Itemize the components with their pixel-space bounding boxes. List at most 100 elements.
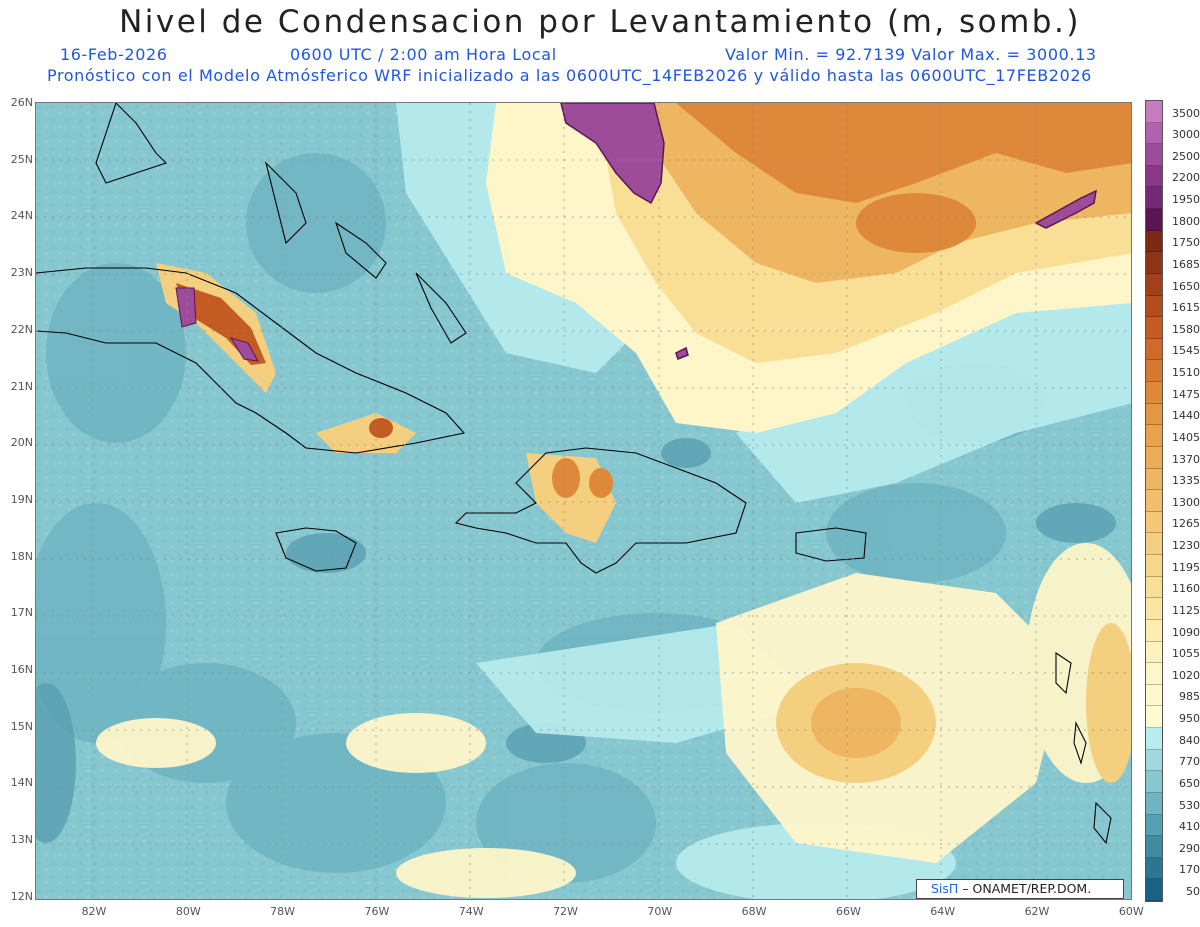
legend-swatch (1146, 144, 1162, 166)
legend-value-label: 950 (1179, 712, 1200, 726)
lon-tick-label: 82W (81, 905, 107, 918)
legend-swatch (1146, 576, 1162, 599)
lcl-map (35, 102, 1132, 900)
legend-value-label: 1800 (1172, 214, 1200, 228)
legend-swatch (1146, 338, 1162, 361)
legend-value-label: 1125 (1172, 603, 1200, 617)
legend-swatch (1146, 792, 1162, 815)
legend-swatch (1146, 382, 1162, 404)
legend-swatch (1146, 252, 1162, 274)
legend-value-label: 290 (1179, 841, 1200, 855)
legend-value-label: 1685 (1172, 257, 1200, 271)
legend-value-label: 1195 (1172, 560, 1200, 574)
lon-tick-label: 66W (835, 905, 861, 918)
organization-name: – ONAMET/REP.DOM. (962, 881, 1092, 896)
legend-value-label: 1440 (1172, 409, 1200, 423)
lat-tick-label: 26N (10, 96, 33, 109)
legend-value-label: 530 (1179, 798, 1200, 812)
lat-tick-label: 16N (10, 663, 33, 676)
legend-swatch (1146, 749, 1162, 772)
lat-tick-label: 14N (10, 776, 33, 790)
forecast-time: 0600 UTC / 2:00 am Hora Local (290, 45, 557, 64)
credit-box: SisΠ – ONAMET/REP.DOM. (916, 879, 1124, 899)
lat-tick-label: 18N (10, 549, 33, 563)
legend-swatch (1146, 468, 1162, 491)
lon-tick-label: 76W (364, 905, 390, 918)
legend-swatch (1146, 771, 1162, 793)
legend-value-label: 410 (1179, 820, 1200, 834)
forecast-date: 16-Feb-2026 (60, 45, 168, 64)
lon-tick-label: 78W (270, 905, 296, 918)
legend-swatch (1146, 187, 1162, 210)
lat-tick-label: 23N (10, 266, 33, 280)
legend-swatch (1146, 446, 1162, 469)
lon-tick-label: 62W (1024, 905, 1050, 918)
legend-swatch (1146, 663, 1162, 685)
legend-swatch (1146, 706, 1162, 728)
lat-tick-label: 25N (10, 152, 33, 166)
lat-tick-label: 15N (10, 719, 33, 733)
legend-value-label: 3000 (1172, 128, 1200, 142)
lat-tick-label: 24N (10, 209, 33, 223)
lat-tick-label: 22N (10, 322, 33, 336)
legend-value-label: 1475 (1172, 387, 1200, 401)
legend-value-label: 3500 (1172, 106, 1200, 120)
legend-swatch (1146, 857, 1162, 880)
legend-value-label: 1580 (1172, 322, 1200, 336)
lon-tick-label: 64W (930, 905, 956, 918)
legend-value-label: 1510 (1172, 366, 1200, 380)
legend-value-label: 1650 (1172, 279, 1200, 293)
lat-tick-label: 12N (10, 889, 33, 903)
lat-tick-label: 21N (10, 379, 33, 393)
legend-value-label: 1020 (1172, 668, 1200, 682)
legend-value-label: 770 (1179, 755, 1200, 769)
legend-swatch (1146, 273, 1162, 296)
lat-tick-label: 13N (10, 833, 33, 847)
lon-tick-label: 70W (647, 905, 673, 918)
legend-value-label: 1230 (1172, 539, 1200, 553)
brand-logo: SisΠ (931, 881, 959, 896)
legend-value-label: 1405 (1172, 430, 1200, 444)
legend-value-label: 1055 (1172, 647, 1200, 661)
legend-value-label: 2500 (1172, 149, 1200, 163)
legend-value-label: 1615 (1172, 301, 1200, 315)
legend-value-label: 840 (1179, 733, 1200, 747)
legend-value-label: 2200 (1172, 171, 1200, 185)
legend-swatch (1146, 295, 1162, 318)
legend-value-label: 1300 (1172, 495, 1200, 509)
legend-swatch (1146, 425, 1162, 447)
legend-swatch (1146, 684, 1162, 707)
legend-swatch (1146, 836, 1162, 858)
legend-swatch (1146, 360, 1162, 383)
legend-swatch (1146, 641, 1162, 664)
legend-swatch (1146, 879, 1162, 901)
legend-value-label: 650 (1179, 776, 1200, 790)
legend-value-label: 1545 (1172, 344, 1200, 358)
legend-swatch (1146, 101, 1162, 123)
legend-swatch (1146, 533, 1162, 556)
lon-tick-label: 60W (1118, 905, 1144, 918)
legend-swatch (1146, 555, 1162, 577)
legend-swatch (1146, 814, 1162, 837)
grid-lines (36, 103, 1131, 899)
color-legend (1145, 100, 1163, 902)
legend-value-label: 1090 (1172, 625, 1200, 639)
lat-tick-label: 17N (10, 606, 33, 620)
lon-tick-label: 74W (458, 905, 484, 918)
legend-value-label: 1160 (1172, 582, 1200, 596)
legend-swatch (1146, 511, 1162, 534)
legend-value-label: 170 (1179, 863, 1200, 877)
legend-value-label: 1950 (1172, 193, 1200, 207)
lon-tick-label: 80W (175, 905, 201, 918)
lon-tick-label: 72W (553, 905, 578, 918)
lat-tick-label: 20N (10, 436, 33, 450)
legend-value-label: 985 (1179, 690, 1200, 704)
coastlines (36, 103, 1112, 845)
legend-swatch (1146, 728, 1162, 750)
legend-value-label: 1265 (1172, 517, 1200, 531)
lat-tick-label: 19N (10, 492, 33, 506)
legend-value-label: 50 (1186, 885, 1200, 898)
map-title: Nivel de Condensacion por Levantamiento … (119, 4, 1081, 40)
max-lcl-areas (560, 103, 1097, 360)
lon-tick-label: 68W (741, 905, 767, 918)
